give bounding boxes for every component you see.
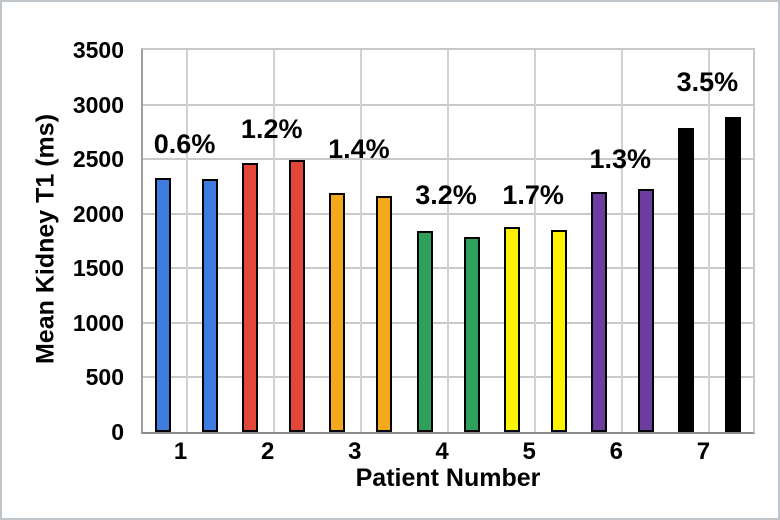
percent-difference-label: 1.4% xyxy=(328,134,390,165)
bar-patient-2-scan1 xyxy=(242,163,259,432)
vertical-gridline xyxy=(621,50,624,432)
vertical-gridline xyxy=(534,50,537,432)
bar-patient-1-scan1 xyxy=(155,177,172,432)
bar-patient-7-scan2 xyxy=(724,117,741,432)
percent-difference-label: 3.2% xyxy=(415,179,477,210)
x-axis-tick-label: 4 xyxy=(435,438,449,465)
vertical-gridline xyxy=(708,50,711,432)
bar-patient-3-scan1 xyxy=(329,192,346,432)
bar-patient-7-scan1 xyxy=(677,127,694,432)
vertical-gridline xyxy=(185,50,188,432)
x-axis-title: Patient Number xyxy=(355,464,541,492)
percent-difference-label: 1.2% xyxy=(240,113,303,144)
y-axis-tick-label: 0 xyxy=(111,419,124,445)
vertical-gridline xyxy=(359,50,362,432)
y-axis-tick-label: 3500 xyxy=(72,37,124,63)
x-axis-tick-label: 3 xyxy=(348,438,362,465)
percent-difference-label: 1.7% xyxy=(502,179,564,210)
bar-patient-1-scan2 xyxy=(202,179,219,432)
bar-patient-2-scan2 xyxy=(289,160,306,432)
plot-area xyxy=(141,48,755,434)
bar-patient-6-scan1 xyxy=(590,191,607,432)
bar-patient-3-scan2 xyxy=(376,196,393,432)
x-axis-tick-label: 1 xyxy=(173,438,188,465)
x-axis-tick-label: 2 xyxy=(261,438,275,465)
bar-patient-6-scan2 xyxy=(637,188,654,432)
bar-patient-4-scan2 xyxy=(463,237,480,432)
percent-difference-label: 1.3% xyxy=(589,143,652,174)
y-axis-tick-label: 2000 xyxy=(72,200,124,227)
y-axis-tick-label: 3000 xyxy=(72,91,124,118)
vertical-gridline xyxy=(272,50,275,432)
y-axis-tick-label: 500 xyxy=(85,364,124,391)
x-axis-tick-label: 6 xyxy=(609,438,623,465)
percent-difference-label: 3.5% xyxy=(676,66,739,97)
x-axis-tick-label: 5 xyxy=(522,438,536,465)
x-axis-tick-label: 7 xyxy=(696,438,711,465)
bar-patient-4-scan1 xyxy=(416,230,433,432)
vertical-gridline xyxy=(447,50,449,432)
y-axis-tick-label: 1000 xyxy=(72,309,124,336)
y-axis-tick-label: 1500 xyxy=(72,255,124,282)
percent-difference-label: 0.6% xyxy=(153,128,216,159)
y-axis-tick-label: 2500 xyxy=(72,146,124,173)
bar-patient-5-scan2 xyxy=(550,230,567,432)
bar-patient-5-scan1 xyxy=(503,226,520,432)
